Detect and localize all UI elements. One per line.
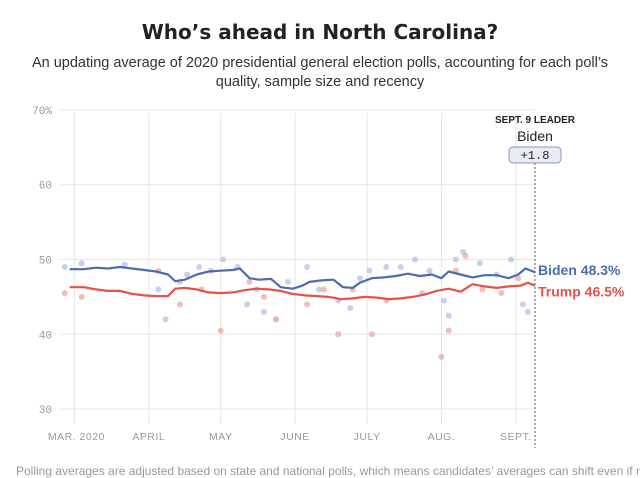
biden-poll-dot xyxy=(426,267,433,274)
x-tick-label: MAR. 2020 xyxy=(48,431,105,443)
leader-header: SEPT. 9 LEADER xyxy=(495,115,576,126)
leader-margin-box xyxy=(508,146,562,164)
trump-poll-dot xyxy=(176,301,183,308)
biden-poll-dot xyxy=(366,267,373,274)
biden-poll-dot xyxy=(78,260,85,267)
biden-poll-dot xyxy=(347,305,354,312)
trump-poll-dot xyxy=(479,286,486,293)
biden-poll-dot xyxy=(508,256,515,263)
average-lines-layer xyxy=(69,265,536,301)
biden-poll-dot xyxy=(445,312,452,319)
x-tick-label: SEPT. xyxy=(500,431,532,443)
biden-poll-dot xyxy=(383,263,390,270)
leader-name: Biden xyxy=(517,128,553,144)
biden-poll-dot xyxy=(356,275,363,282)
biden-poll-dot xyxy=(284,278,291,285)
biden-poll-dot xyxy=(184,271,191,278)
y-tick-label: 30 xyxy=(39,405,52,417)
biden-poll-dot xyxy=(452,256,459,263)
end-labels-layer: Biden 48.3% Trump 46.5% xyxy=(538,262,625,299)
biden-poll-dot xyxy=(220,256,227,263)
trump-poll-dot xyxy=(438,353,445,360)
trump-poll-dot xyxy=(246,278,253,285)
x-tick-label: APRIL xyxy=(132,431,165,443)
trump-poll-dot xyxy=(368,331,375,338)
biden-poll-dot xyxy=(196,263,203,270)
trump-poll-dot xyxy=(304,301,311,308)
biden-poll-dot xyxy=(244,301,251,308)
trump-end-label: Trump 46.5% xyxy=(538,284,625,300)
biden-end-label: Biden 48.3% xyxy=(538,262,621,278)
x-tick-label: AUG. xyxy=(428,431,456,443)
biden-poll-dot xyxy=(397,263,404,270)
trump-poll-dot xyxy=(462,252,469,259)
chart-title: Who’s ahead in North Carolina? xyxy=(141,20,499,44)
trump-poll-dot xyxy=(61,290,68,297)
biden-poll-dot xyxy=(155,286,162,293)
biden-poll-dot xyxy=(61,263,68,270)
biden-poll-dot xyxy=(440,297,447,304)
trump-poll-dot xyxy=(498,290,505,297)
biden-poll-dot xyxy=(520,301,527,308)
biden-poll-dot xyxy=(121,261,128,268)
x-tick-label: MAY xyxy=(209,431,232,443)
y-tick-label: 60 xyxy=(39,181,52,193)
trump-poll-dot xyxy=(335,331,342,338)
y-tick-label: 70% xyxy=(32,106,52,118)
trump-poll-dot xyxy=(78,293,85,300)
y-tick-label: 50 xyxy=(39,256,52,268)
x-tick-label: JULY xyxy=(354,431,381,443)
biden-poll-dot xyxy=(412,256,419,263)
x-tick-label: JUNE xyxy=(280,431,309,443)
biden-poll-dot xyxy=(162,316,169,323)
poll-dots-layer xyxy=(61,249,531,360)
leader-callout: SEPT. 9 LEADER Biden +1.8 xyxy=(495,115,576,448)
trump-poll-dot xyxy=(515,275,522,282)
biden-average-line xyxy=(69,265,536,290)
chart-subtitle: An updating average of 2020 presidential… xyxy=(31,55,609,90)
footnote: Polling averages are adjusted based on s… xyxy=(16,464,640,478)
trump-poll-dot xyxy=(445,327,452,334)
trump-average-line xyxy=(69,281,536,301)
biden-poll-dot xyxy=(260,308,267,315)
trump-poll-dot xyxy=(272,316,279,323)
trump-poll-dot xyxy=(320,286,327,293)
leader-margin: +1.8 xyxy=(521,149,550,163)
biden-poll-dot xyxy=(316,286,323,293)
biden-poll-dot xyxy=(304,263,311,270)
biden-poll-dot xyxy=(476,260,483,267)
trump-poll-dot xyxy=(217,327,224,334)
biden-poll-dot xyxy=(524,308,531,315)
y-tick-label: 40 xyxy=(39,330,52,342)
trump-poll-dot xyxy=(260,293,267,300)
